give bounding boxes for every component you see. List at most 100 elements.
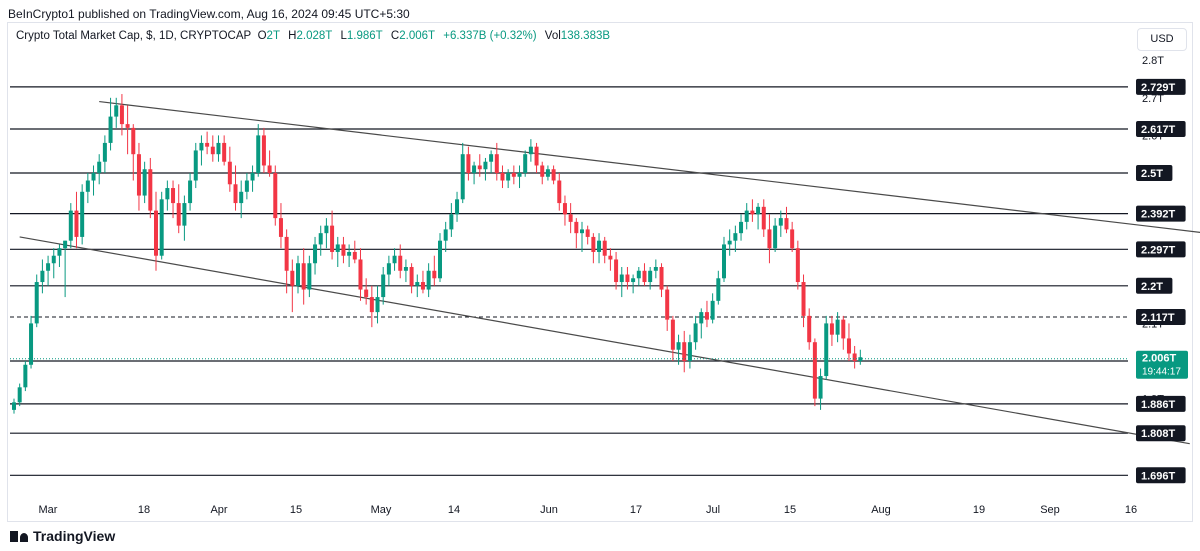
candle-body <box>91 173 96 181</box>
level-tag-bg <box>1136 241 1186 258</box>
candle <box>205 131 210 155</box>
candle-body <box>176 203 181 226</box>
candle-body <box>267 165 272 173</box>
candle-body <box>131 127 136 155</box>
candle <box>858 349 863 365</box>
x-tick-label: Jul <box>706 504 720 516</box>
level-tag-label: 2.617T <box>1141 124 1176 136</box>
candle-body <box>551 169 556 181</box>
level-tag: 1.886T <box>1136 395 1186 412</box>
candle-body <box>642 270 647 283</box>
candle <box>812 338 817 407</box>
candle <box>449 203 454 237</box>
candle-body <box>756 206 761 215</box>
tradingview-logo[interactable]: TradingView <box>10 528 115 544</box>
candle-body <box>460 154 465 200</box>
candle <box>210 135 215 162</box>
candle <box>29 315 34 369</box>
candle <box>125 105 130 155</box>
candle-body <box>330 225 335 252</box>
candle-body <box>699 312 704 324</box>
candle <box>682 330 687 373</box>
candle <box>216 135 221 162</box>
candle-body <box>125 124 130 128</box>
candle <box>642 263 647 286</box>
legend-open-label: O <box>257 30 267 42</box>
candle <box>773 218 778 252</box>
candle <box>51 248 56 279</box>
candle-body <box>114 105 119 117</box>
candle <box>528 139 533 162</box>
candle <box>648 267 653 290</box>
candle <box>335 236 340 267</box>
candle-body <box>227 161 232 185</box>
candle-body <box>159 199 164 256</box>
candle <box>472 161 477 185</box>
level-tag: 2.297T <box>1136 241 1186 258</box>
candle-body <box>34 282 39 324</box>
candle-body <box>205 142 210 147</box>
candle <box>148 157 153 219</box>
level-tag-bg <box>1136 395 1186 412</box>
candle-body <box>483 161 488 170</box>
legend-high-label: H <box>288 30 297 42</box>
y-tick-label: 2.7T <box>1142 93 1164 105</box>
candle <box>568 203 573 234</box>
candle-body <box>119 105 124 125</box>
candle <box>278 203 283 249</box>
candle <box>267 150 272 177</box>
level-tag-bg <box>1136 165 1173 181</box>
candle <box>727 229 732 256</box>
level-tag-bg <box>1136 309 1186 326</box>
candle <box>330 210 335 260</box>
candle-body <box>85 180 90 192</box>
candle-body <box>636 270 641 279</box>
candle <box>233 165 238 211</box>
candle-body <box>511 173 516 177</box>
candle <box>631 274 636 294</box>
level-tag-label: 1.808T <box>1141 428 1176 440</box>
candle-body <box>773 225 778 249</box>
candle <box>585 225 590 245</box>
candle <box>324 218 329 249</box>
candle <box>250 165 255 192</box>
candle <box>97 154 102 185</box>
candle <box>824 315 829 380</box>
candle <box>34 274 39 328</box>
level-tag: 2.392T <box>1136 205 1186 222</box>
candle <box>580 221 584 252</box>
candle <box>557 173 562 211</box>
candle <box>182 195 187 241</box>
published-attribution: BeInCrypto1 published on TradingView.com… <box>8 7 410 21</box>
candle <box>744 203 749 230</box>
candle-body <box>40 270 45 283</box>
legend-close-value: 2.006T <box>399 30 436 42</box>
legend-close-label: C <box>390 30 400 42</box>
candle <box>176 184 181 234</box>
candle-body <box>335 244 340 252</box>
level-tag: 2.2T <box>1136 277 1173 294</box>
currency-button[interactable]: USD <box>1137 28 1187 51</box>
candle <box>74 191 79 249</box>
candle-body <box>767 229 772 249</box>
candle-body <box>653 267 658 271</box>
candle-body <box>710 300 715 320</box>
candle <box>608 248 613 271</box>
candle-body <box>409 267 414 286</box>
candle-body <box>449 214 454 230</box>
candle-body <box>523 154 528 173</box>
candle <box>517 165 522 189</box>
candle <box>778 210 783 237</box>
tradingview-brand: TradingView <box>33 528 116 544</box>
candle-body <box>386 263 391 275</box>
candle <box>506 169 511 189</box>
candle <box>795 240 800 290</box>
candle-body <box>188 180 193 204</box>
y-tick-label: 2.8T <box>1142 55 1164 67</box>
level-tag: 2.5T <box>1136 165 1173 181</box>
candle-body <box>210 146 215 155</box>
candle <box>455 191 460 222</box>
legend-symbol[interactable]: Crypto Total Market Cap, $, 1D, CRYPTOCA… <box>16 30 252 42</box>
candle <box>597 233 602 264</box>
